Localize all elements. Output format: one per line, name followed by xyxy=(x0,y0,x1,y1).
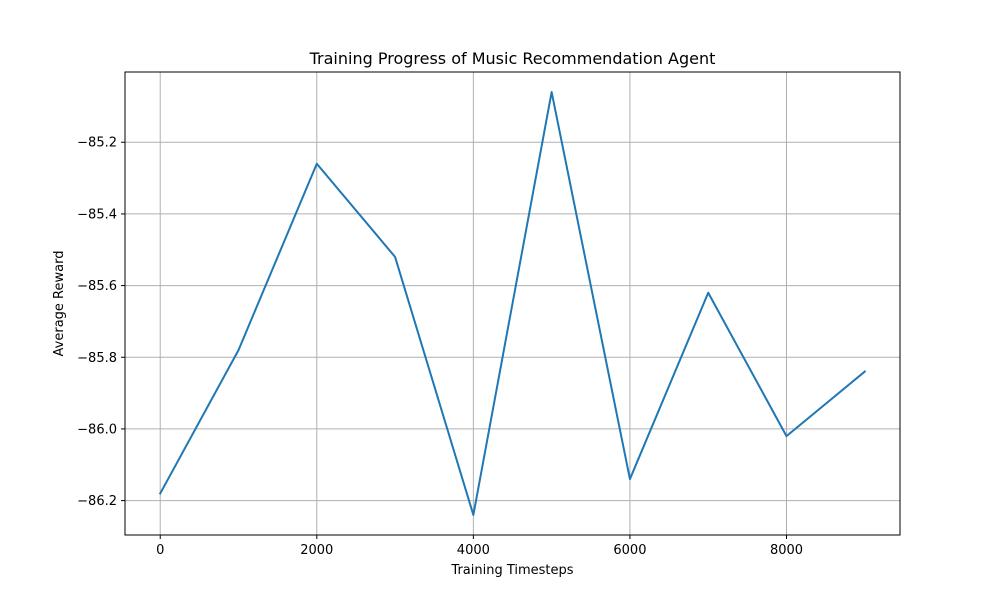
x-tick-label: 4000 xyxy=(457,543,490,558)
y-axis-label: Average Reward xyxy=(52,251,67,357)
y-tick-label: −86.0 xyxy=(77,422,117,437)
y-tick-label: −86.2 xyxy=(77,494,117,509)
chart-title: Training Progress of Music Recommendatio… xyxy=(309,49,716,68)
y-tick-label: −85.8 xyxy=(77,351,117,366)
tick-layer: 0 2000 4000 6000 8000 −86.2 −86.0 −85.8 −85.6 −85… xyxy=(77,136,803,558)
x-axis-label: Training Timesteps xyxy=(450,563,573,578)
y-tick-label: −85.4 xyxy=(77,207,117,222)
x-tick-label: 6000 xyxy=(613,543,646,558)
series-line-0 xyxy=(158,91,867,516)
grid xyxy=(125,72,900,535)
x-tick-label: 8000 xyxy=(770,543,803,558)
y-tick-label: −85.2 xyxy=(77,136,117,151)
x-tick-label: 2000 xyxy=(300,543,333,558)
x-tick-label: 0 xyxy=(156,543,164,558)
y-tick-label: −85.6 xyxy=(77,279,117,294)
plot-frame xyxy=(124,71,901,536)
series-layer xyxy=(158,91,867,516)
